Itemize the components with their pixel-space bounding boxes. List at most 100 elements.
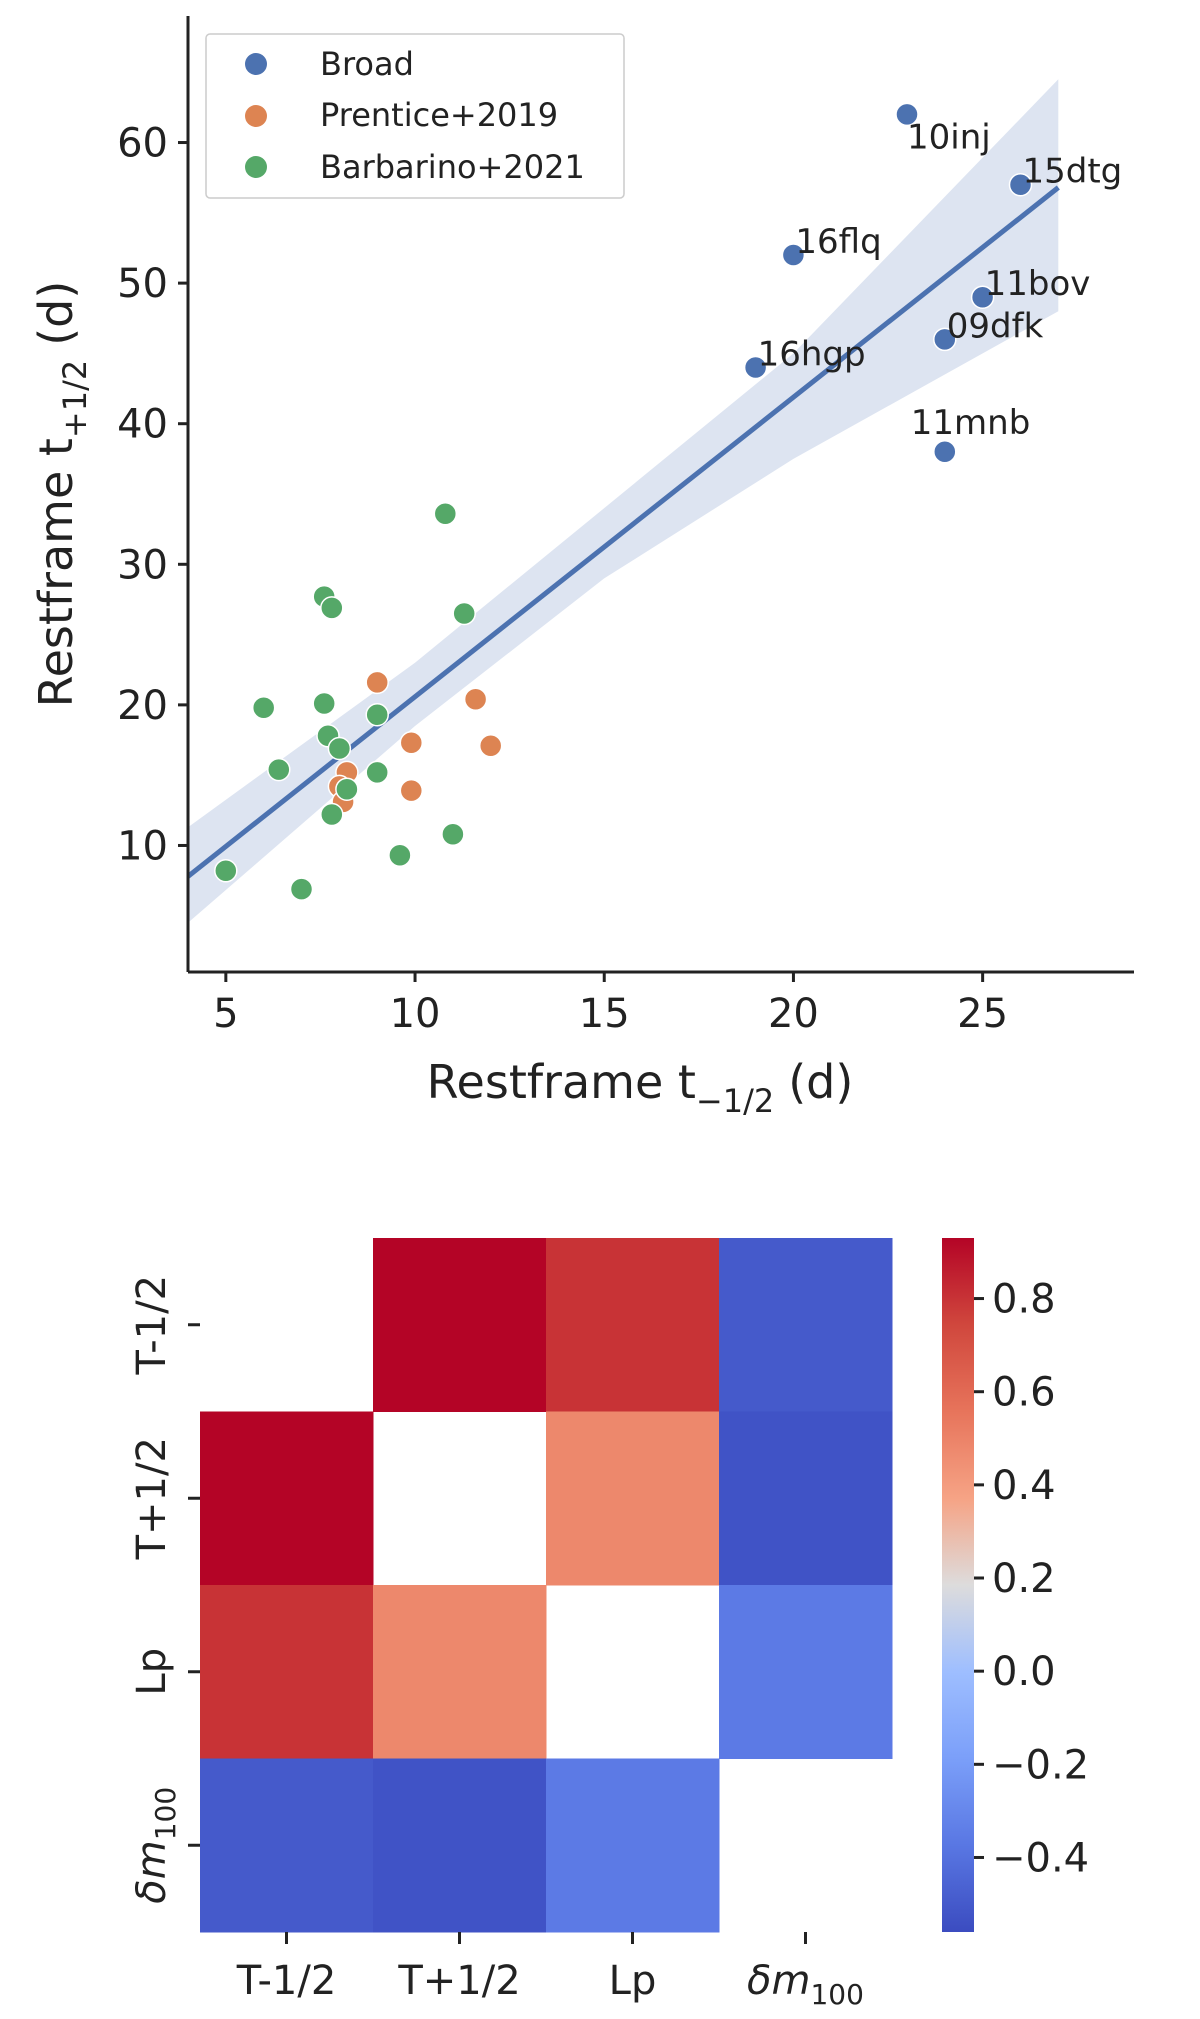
heatmap-row-label: T-1/2	[129, 1275, 175, 1376]
colorbar-tick-label: −0.4	[992, 1835, 1089, 1881]
x-tick-label: 10	[390, 991, 441, 1037]
legend-marker-prentice	[245, 105, 267, 127]
heatmap-cell-2-0	[200, 1585, 374, 1759]
colorbar-tick-label: 0.8	[992, 1277, 1056, 1323]
legend-marker-broad	[245, 53, 267, 75]
heatmap-cell-0-1	[373, 1238, 547, 1412]
point-barbarino-2021-10	[365, 760, 389, 785]
annotation-11bov: 11bov	[985, 264, 1091, 304]
x-axis-label-unit: (d)	[788, 1055, 853, 1109]
confidence-band-layer	[188, 79, 1059, 923]
heatmap-cell-1-3	[719, 1411, 893, 1586]
point-prentice-2019-3	[478, 733, 503, 758]
point-barbarino-2021-13	[441, 822, 465, 846]
heatmap-cells	[200, 1238, 893, 1933]
point-barbarino-2021-8	[327, 736, 352, 761]
point-broad-5	[743, 355, 768, 380]
x-axis-label-sub: −1/2	[696, 1082, 774, 1120]
legend-label-prentice: Prentice+2019	[320, 96, 558, 134]
point-broad-3	[970, 285, 995, 309]
heatmap-row-label: T+1/2	[129, 1437, 175, 1560]
heatmap-row-ticks: T-1/2 T+1/2 Lp δm100	[129, 1275, 200, 1904]
point-barbarino-2021-6	[365, 702, 389, 727]
y-axis-label-main: Restframe t	[29, 438, 83, 707]
legend-label-broad: Broad	[320, 45, 414, 83]
point-barbarino-2021-3	[452, 601, 476, 626]
x-tick-label: 25	[957, 991, 1008, 1037]
x-axis-label: Restframe t−1/2 (d)	[427, 1055, 854, 1120]
point-barbarino-2021-2	[320, 596, 344, 620]
point-broad-4	[933, 327, 957, 352]
point-prentice-2019-2	[399, 731, 424, 755]
confidence-band	[188, 79, 1059, 923]
scatter-points-layer	[214, 102, 1033, 901]
y-axis-label-unit: (d)	[29, 281, 83, 346]
legend-marker-barbarino	[245, 156, 267, 178]
colorbar-tick-label: 0.6	[992, 1370, 1056, 1416]
colorbar-ticks: −0.4 −0.2 0.0 0.2 0.4 0.6 0.8	[974, 1277, 1089, 1881]
heatmap-cell-0-2	[546, 1238, 720, 1412]
heatmap-col-label: T+1/2	[397, 1958, 520, 2004]
point-broad-0	[895, 102, 919, 127]
heatmap-cell-0-3	[719, 1238, 893, 1412]
heatmap-cell-3-2	[546, 1758, 720, 1933]
legend: Broad Prentice+2019 Barbarino+2021	[205, 33, 625, 199]
x-tick-label: 5	[213, 991, 238, 1037]
point-barbarino-2021-14	[388, 843, 412, 868]
y-tick-label: 30	[117, 542, 168, 588]
heatmap-col-label: T-1/2	[236, 1958, 337, 2004]
y-tick-label: 50	[117, 261, 168, 307]
y-axis-label: Restframe t+1/2 (d)	[29, 281, 94, 708]
colorbar	[942, 1238, 974, 1932]
annotation-16hgp: 16hgp	[758, 335, 866, 375]
point-barbarino-2021-12	[320, 802, 344, 827]
heatmap-row-label: δm100	[129, 1787, 182, 1904]
y-axis-label-sub: +1/2	[56, 360, 94, 438]
heatmap-cell-1-2	[546, 1411, 720, 1586]
heatmap-col-label: δm100	[747, 1958, 864, 2011]
annotation-11mnb: 11mnb	[911, 403, 1031, 443]
point-barbarino-2021-15	[214, 859, 238, 883]
y-tick-label: 10	[117, 823, 168, 869]
point-prentice-2019-0	[365, 670, 389, 695]
heatmap-cell-1-0	[200, 1411, 374, 1586]
point-broad-1	[1008, 172, 1033, 197]
annotation-09dfk: 09dfk	[947, 306, 1044, 346]
point-broad-2	[781, 243, 806, 267]
point-barbarino-2021-5	[312, 691, 336, 716]
annotation-16flq: 16flq	[795, 222, 881, 262]
regression-line	[186, 185, 1060, 879]
y-ticks: 10 20 30 40 50 60	[117, 121, 188, 869]
point-barbarino-2021-0	[433, 501, 458, 526]
y-tick-label: 60	[117, 121, 168, 167]
annotation-15dtg: 15dtg	[1023, 152, 1123, 192]
regression-line-layer	[186, 185, 1060, 879]
legend-label-barbarino: Barbarino+2021	[320, 148, 585, 186]
y-tick-label: 20	[117, 683, 168, 729]
annotation-10inj: 10inj	[907, 117, 991, 157]
point-barbarino-2021-11	[335, 777, 359, 801]
x-ticks: 5 10 15 20 25	[213, 972, 1008, 1037]
point-barbarino-2021-16	[289, 877, 314, 901]
heatmap-cell-2-1	[373, 1585, 547, 1759]
heatmap-col-label: Lp	[609, 1958, 657, 2004]
point-broad-6	[933, 440, 957, 464]
heatmap-chart: T-1/2 T+1/2 Lp δm100 T-1/2 T+1/2 Lp δm100 −0.4…	[129, 1238, 1089, 2011]
y-tick-label: 40	[117, 402, 168, 448]
point-barbarino-2021-9	[267, 757, 291, 782]
colorbar-tick-label: 0.0	[992, 1649, 1056, 1695]
heatmap-col-ticks: T-1/2 T+1/2 Lp δm100	[236, 1932, 864, 2011]
x-tick-label: 20	[768, 991, 819, 1037]
x-tick-label: 15	[579, 991, 630, 1037]
point-prentice-2019-6	[399, 778, 424, 803]
heatmap-cell-3-0	[200, 1758, 374, 1933]
heatmap-cell-2-3	[719, 1585, 893, 1759]
heatmap-cell-3-1	[373, 1758, 547, 1933]
legend-frame	[205, 33, 625, 199]
colorbar-tick-label: 0.4	[992, 1463, 1056, 1509]
colorbar-tick-label: 0.2	[992, 1556, 1056, 1602]
point-prentice-2019-1	[463, 687, 488, 712]
